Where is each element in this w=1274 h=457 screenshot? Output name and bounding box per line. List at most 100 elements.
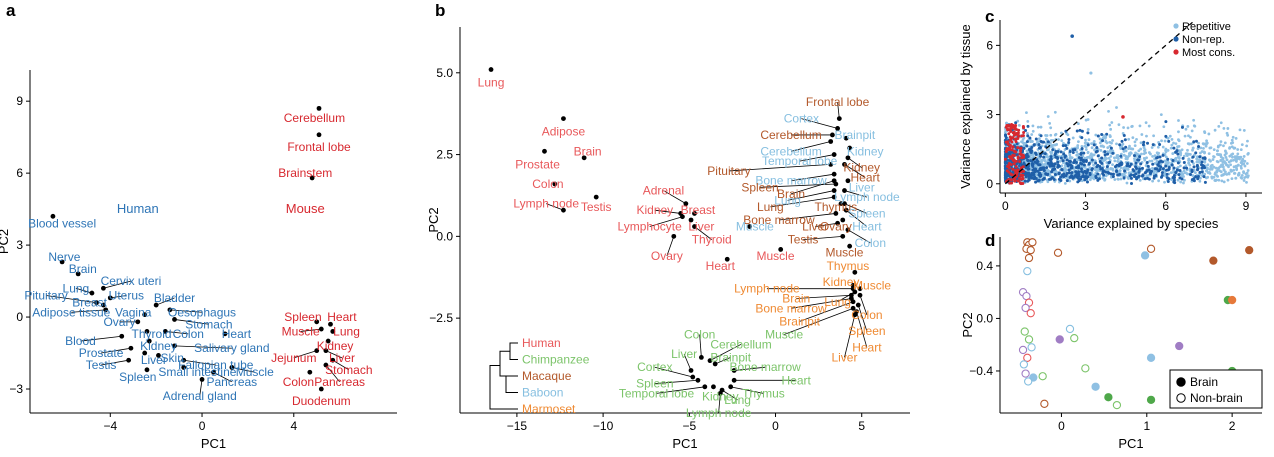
nonrep-point xyxy=(1085,180,1089,184)
nonrep-point xyxy=(1076,180,1080,184)
nonrep-point xyxy=(1138,155,1142,159)
nonbrain-point xyxy=(1027,343,1036,352)
x-tick-label: 3 xyxy=(1082,199,1089,213)
leader-line xyxy=(213,371,233,383)
axes xyxy=(996,20,1262,197)
data-point xyxy=(845,178,851,184)
nonrep-point xyxy=(1050,170,1054,174)
data-point xyxy=(835,126,840,131)
point-label: Adrenal gland xyxy=(163,389,237,403)
point-label: Muscle xyxy=(282,324,320,338)
nonrep-point xyxy=(1071,150,1075,154)
nonrep-point xyxy=(1200,160,1204,164)
data-point xyxy=(683,201,689,207)
nonrep-point xyxy=(1070,174,1074,178)
repetitive-point xyxy=(1140,152,1143,156)
nonbrain-point xyxy=(1065,324,1075,334)
point-label: Salivary gland xyxy=(194,341,269,355)
nonbrain-point xyxy=(1020,327,1029,336)
point-label: Muscle xyxy=(765,327,803,341)
nonrep-point xyxy=(1151,162,1155,166)
nonrep-point xyxy=(1129,176,1133,180)
nonrep-point xyxy=(1194,175,1198,179)
nonrep-point xyxy=(1077,164,1081,168)
nonrep-point xyxy=(1131,168,1135,172)
repetitive-point xyxy=(1225,158,1229,162)
repetitive-point xyxy=(1036,140,1040,143)
repetitive-point xyxy=(1095,169,1099,173)
repetitive-point xyxy=(1242,155,1246,158)
nonrep-point xyxy=(1167,177,1171,181)
nonrep-point xyxy=(1057,164,1061,168)
repetitive-point xyxy=(1122,126,1125,129)
repetitive-point xyxy=(1135,152,1139,156)
nonrep-point xyxy=(1180,125,1184,129)
nonrep-point xyxy=(1172,146,1176,150)
repetitive-point xyxy=(1104,135,1108,139)
nonrep-point xyxy=(1190,159,1194,163)
leader-line xyxy=(325,350,343,359)
nonrep-point xyxy=(1053,162,1057,166)
repetitive-point xyxy=(1129,171,1133,175)
repetitive-point xyxy=(1076,146,1079,150)
mostcons-point xyxy=(1003,157,1007,161)
data-point xyxy=(144,329,150,334)
data-point xyxy=(330,329,336,334)
repetitive-point xyxy=(1219,121,1223,125)
nonrep-point xyxy=(1062,152,1066,156)
legend-entry: Most cons. xyxy=(1182,47,1235,59)
nonrep-point xyxy=(1053,152,1057,156)
nonrep-point xyxy=(1032,143,1036,147)
repetitive-point xyxy=(1145,134,1148,138)
leader-line xyxy=(654,379,698,384)
repetitive-point xyxy=(1084,138,1087,142)
point-label: Lung xyxy=(63,281,90,295)
nonrep-point xyxy=(1106,170,1110,174)
repetitive-point xyxy=(1120,144,1124,148)
point-label: Jejunum xyxy=(271,351,316,365)
repetitive-point xyxy=(1197,141,1200,145)
point-label: Pituitary xyxy=(24,288,67,302)
point-label: Muscle xyxy=(236,365,274,379)
nonrep-point xyxy=(1196,177,1200,181)
nonrep-point xyxy=(1095,146,1099,150)
nonrep-point xyxy=(1111,175,1115,179)
nonrep-point xyxy=(1150,169,1154,173)
point-label: Kidney xyxy=(636,203,673,217)
data-point xyxy=(845,155,851,161)
data-point xyxy=(542,148,547,154)
mostcons-point xyxy=(1022,131,1026,135)
nonrep-point xyxy=(1106,152,1110,156)
repetitive-point xyxy=(1047,169,1051,173)
repetitive-point xyxy=(1031,124,1035,128)
repetitive-point xyxy=(1124,154,1128,158)
nonrep-point xyxy=(1066,163,1070,167)
repetitive-point xyxy=(1222,180,1226,184)
nonrep-point xyxy=(1203,157,1207,161)
mostcons-point xyxy=(1021,169,1025,173)
point-label: Colon xyxy=(684,327,715,341)
repetitive-point xyxy=(1082,165,1086,169)
y-tick-label: 6 xyxy=(986,38,993,52)
point-label: Pancreas xyxy=(314,375,365,389)
nonrep-point xyxy=(1072,160,1076,164)
repetitive-point xyxy=(1084,141,1088,145)
data-point xyxy=(711,384,716,390)
repetitive-point xyxy=(1236,148,1240,151)
nonrep-point xyxy=(1096,163,1100,167)
x-tick-label: −5 xyxy=(682,419,696,433)
repetitive-point xyxy=(1125,181,1129,185)
data-point xyxy=(318,326,324,332)
nonrep-point xyxy=(1137,170,1141,174)
tree-branch xyxy=(499,350,518,377)
repetitive-point xyxy=(1182,181,1185,185)
leader-line xyxy=(654,366,693,378)
repetitive-point xyxy=(1080,144,1084,148)
nonrep-point xyxy=(1037,146,1041,150)
repetitive-point xyxy=(1102,145,1106,149)
nonrep-point xyxy=(1014,121,1018,125)
x-tick-label: −10 xyxy=(593,419,614,433)
repetitive-point xyxy=(1161,145,1165,149)
